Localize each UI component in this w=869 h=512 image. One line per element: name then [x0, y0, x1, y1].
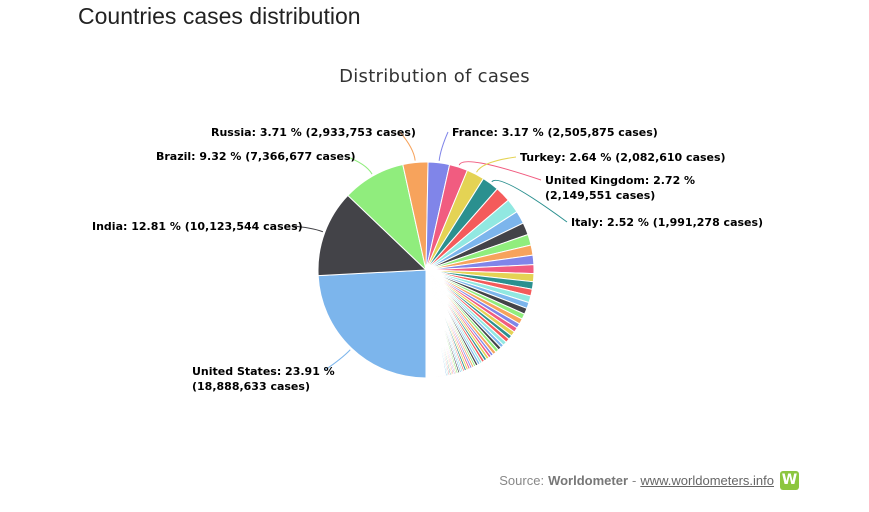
- source-link[interactable]: www.worldometers.info: [640, 473, 774, 488]
- data-label-russia: Russia: 3.71 % (2,933,753 cases): [211, 126, 416, 139]
- data-label-france: France: 3.17 % (2,505,875 cases): [452, 126, 658, 139]
- chart-title: Distribution of cases: [339, 66, 530, 87]
- pie-slice-united-states[interactable]: [317, 269, 427, 379]
- data-labels: United States: 23.91 % (18,888,633 cases…: [92, 126, 763, 393]
- data-label-united-kingdom-cases: (2,149,551 cases): [545, 189, 655, 202]
- connector-turkey: [476, 156, 517, 173]
- connector-united-states: [324, 349, 351, 371]
- connector-russia: [399, 131, 416, 161]
- pie-slice-other-77[interactable]: [425, 269, 428, 379]
- source-credit: Source: Worldometer - www.worldometers.i…: [499, 471, 799, 490]
- data-label-united-states: United States: 23.91 %: [192, 365, 335, 378]
- page-title: Countries cases distribution: [78, 3, 361, 29]
- data-label-united-states-cases: (18,888,633 cases): [192, 380, 310, 393]
- pie-slice-india[interactable]: [317, 194, 428, 277]
- pie-slices: [317, 161, 535, 379]
- connector-india: [291, 225, 324, 233]
- label-connectors: [291, 131, 568, 371]
- worldometer-logo-icon[interactable]: W: [780, 471, 799, 490]
- data-label-brazil: Brazil: 9.32 % (7,366,677 cases): [156, 150, 356, 163]
- data-label-italy: Italy: 2.52 % (1,991,278 cases): [571, 216, 763, 229]
- connector-france: [438, 131, 449, 161]
- source-separator: -: [632, 473, 637, 488]
- data-label-turkey: Turkey: 2.64 % (2,082,610 cases): [520, 151, 726, 164]
- data-label-united-kingdom: United Kingdom: 2.72 %: [545, 174, 695, 187]
- source-prefix: Source:: [499, 473, 545, 488]
- connector-united-kingdom: [458, 161, 542, 181]
- connector-italy: [491, 179, 568, 223]
- connector-brazil: [344, 155, 373, 175]
- source-name: Worldometer: [548, 473, 628, 488]
- data-label-india: India: 12.81 % (10,123,544 cases): [92, 220, 303, 233]
